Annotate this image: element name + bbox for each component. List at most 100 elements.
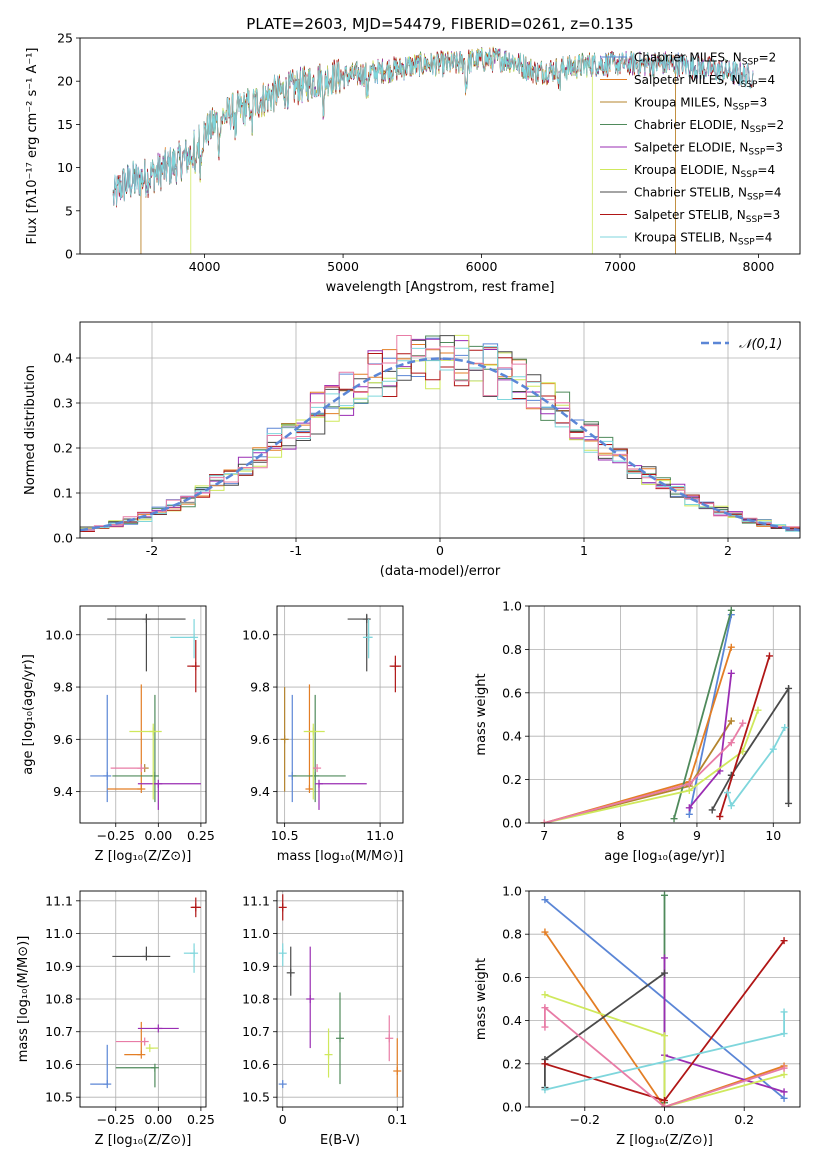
y-axis-label: mass weight <box>474 958 489 1040</box>
y-tick-label: 0.2 <box>502 772 522 787</box>
weight-marker <box>780 937 788 945</box>
weight-marker <box>780 1008 788 1016</box>
x-axis-label: Z [log₁₀(Z/Z⊙)] <box>95 849 192 864</box>
x-tick-label: 2 <box>724 543 732 558</box>
x-axis-label: Z [log₁₀(Z/Z⊙)] <box>616 1133 713 1148</box>
panel-weight_vs_age: 7 8 9 10 0.0 0.2 0.4 0.6 0.8 1.0 age [log₁₀(age/yr… <box>474 599 801 864</box>
errorbar-point-5 <box>286 946 295 996</box>
weight-marker <box>781 724 789 732</box>
errorbar-point-0 <box>278 1080 287 1089</box>
y-tick-label: 0.4 <box>502 1013 522 1028</box>
errorbar-point-7 <box>187 639 200 693</box>
y-tick-label: 10.8 <box>242 992 270 1007</box>
errorbar-point-1 <box>124 1021 146 1059</box>
y-tick-label: 0.6 <box>502 970 522 985</box>
x-tick-label: -1 <box>290 543 302 558</box>
weight-marker <box>727 802 735 810</box>
normal-curve <box>80 357 800 532</box>
x-tick-label: 0.00 <box>144 828 172 843</box>
weight-marker <box>685 780 693 788</box>
axes-frame <box>79 321 801 539</box>
weight-marker <box>785 684 793 692</box>
weight-marker <box>780 1088 788 1096</box>
y-tick-label: 0.0 <box>502 1100 522 1115</box>
weight-line-8 <box>544 1005 785 1107</box>
x-tick-label: 0.00 <box>144 1112 172 1127</box>
plot-area <box>280 613 402 810</box>
y-tick-label: 1.0 <box>502 599 522 614</box>
plot-area <box>90 613 201 810</box>
axes-frame <box>79 890 207 1108</box>
y-tick-label: 0.0 <box>53 531 73 546</box>
errorbar-point-4 <box>315 779 367 810</box>
y-axis-label: mass [log₁₀(M/M⊙)] <box>16 936 31 1063</box>
legend: Chabrier MILES, NSSP=2 Salpeter MILES, NS… <box>600 51 784 248</box>
weight-line-9 <box>544 722 744 823</box>
x-tick-label: 11.0 <box>366 828 394 843</box>
x-tick-label: 5000 <box>327 259 359 274</box>
panel-mass_vs_ebv: 0 0.1 10.5 10.6 10.7 10.8 10.9 11.0 11.1 E(B-V) <box>242 890 407 1148</box>
errorbar-point-9 <box>313 764 322 773</box>
y-tick-label: 10.0 <box>242 627 270 642</box>
y-axis-label: age [log₁₀(age/yr)] <box>21 654 36 775</box>
x-axis-label: (data-model)/error <box>380 564 501 579</box>
errorbar-point-8 <box>170 619 199 659</box>
x-tick-label: 7000 <box>604 259 636 274</box>
y-tick-label: 0.4 <box>502 729 522 744</box>
weight-marker <box>661 969 668 977</box>
panel-residuals: -2 -1 0 1 2 0.0 0.1 0.2 0.3 0.4 (data-model)/error… <box>23 321 801 579</box>
x-tick-label: 0.1 <box>387 1112 407 1127</box>
weight-marker <box>661 891 668 899</box>
x-tick-label: 4000 <box>189 259 221 274</box>
weight-marker <box>661 1097 668 1105</box>
y-tick-label: 10.6 <box>45 1057 73 1072</box>
weight-marker <box>723 789 731 797</box>
x-tick-label: 0 <box>436 543 444 558</box>
y-tick-label: 20 <box>57 74 73 89</box>
errorbar-point-7 <box>389 655 402 693</box>
errorbar-point-2 <box>280 687 289 792</box>
figure-title: PLATE=2603, MJD=54479, FIBERID=0261, z=0… <box>246 15 633 33</box>
weight-marker <box>769 745 777 753</box>
weight-marker <box>727 606 735 614</box>
y-tick-label: 0.0 <box>502 816 522 831</box>
weight-marker <box>661 1032 668 1040</box>
x-tick-label: 10 <box>765 828 781 843</box>
legend-label: Chabrier ELODIE, NSSP=2 <box>634 118 784 135</box>
errorbar-point-2 <box>336 992 344 1085</box>
weight-marker <box>785 799 793 807</box>
weight-marker <box>541 1060 549 1068</box>
axes-frame <box>79 37 801 255</box>
errorbar-point-2 <box>115 1063 159 1088</box>
axes-frame <box>276 605 404 824</box>
y-tick-label: 9.4 <box>53 784 73 799</box>
x-axis-label: age [log₁₀(age/yr)] <box>604 849 725 864</box>
errorbar-point-3 <box>137 1024 179 1033</box>
legend-label: Salpeter MILES, NSSP=4 <box>634 73 775 90</box>
x-tick-label: 0.0 <box>655 1112 675 1127</box>
errorbar-point-4 <box>145 1044 159 1053</box>
panel-mass_vs_Z: −0.25 0.00 0.25 10.5 10.6 10.7 10.8 10.9 11.0 11.… <box>16 890 215 1148</box>
x-tick-label: 0 <box>279 1112 287 1127</box>
y-tick-label: 9.8 <box>53 680 73 695</box>
weight-marker <box>541 1086 549 1094</box>
errorbar-point-4 <box>137 779 201 810</box>
legend-label: Kroupa ELODIE, NSSP=4 <box>634 163 775 180</box>
y-tick-label: 0.2 <box>502 1056 522 1071</box>
weight-marker <box>661 954 668 962</box>
errorbar-point-8 <box>115 1037 149 1046</box>
panel-age_vs_mass: 10.5 11.0 9.4 9.6 9.8 10.0 mass [log₁₀(M/M⊙)] <box>242 605 404 864</box>
y-tick-label: 0 <box>65 247 73 262</box>
axes-frame <box>79 605 207 824</box>
x-tick-label: 8000 <box>743 259 775 274</box>
weight-marker <box>708 806 716 814</box>
y-tick-label: 0.1 <box>53 486 73 501</box>
errorbar-point-7 <box>183 943 199 973</box>
y-tick-label: 11.1 <box>242 893 270 908</box>
x-axis-label: E(B-V) <box>320 1133 360 1148</box>
legend-label: 𝒩(0,1) <box>739 337 782 352</box>
legend-label: Chabrier MILES, NSSP=2 <box>634 51 776 68</box>
x-axis-label: mass [log₁₀(M/M⊙)] <box>277 849 404 864</box>
weight-marker <box>780 1064 788 1072</box>
